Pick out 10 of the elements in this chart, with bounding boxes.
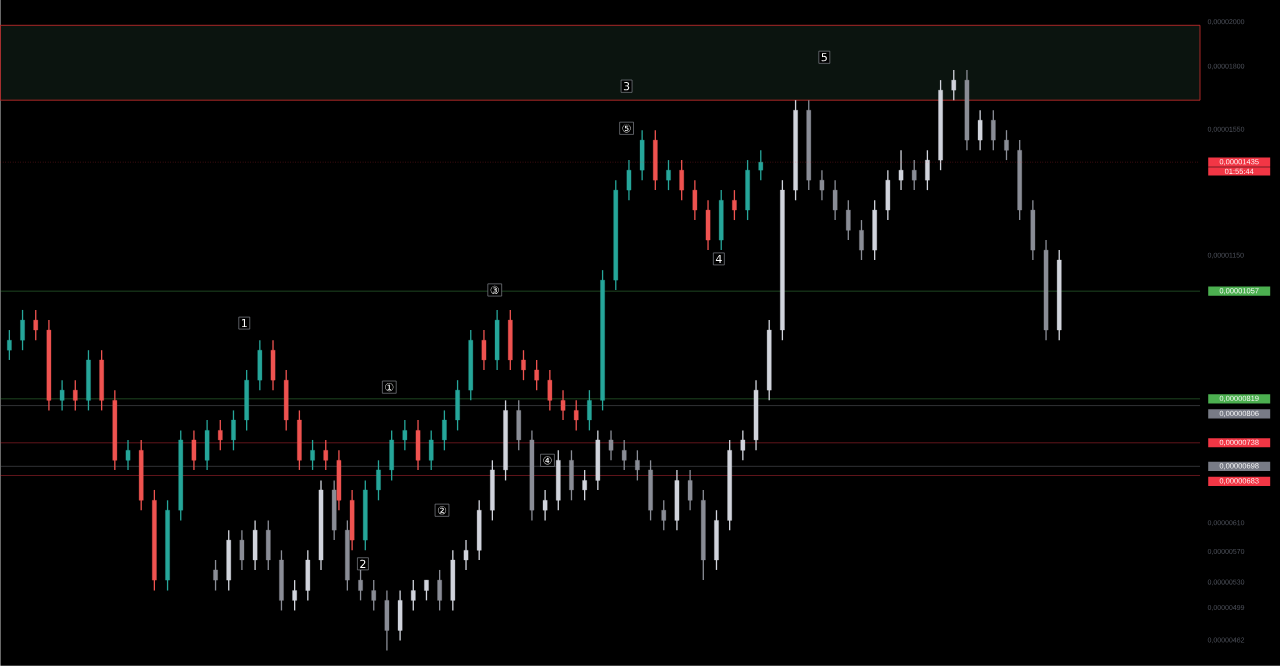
annotation: ② [437,506,447,515]
annotation: ③ [490,285,499,295]
annotation: 4 [715,255,722,264]
annotation: ⑤ [622,124,631,133]
annotation: 1 [241,319,247,328]
annotation: 5 [821,53,827,62]
annotation: 2 [360,559,366,568]
annotation: 3 [623,82,630,91]
annotation: ④ [543,456,552,465]
annotation: ① [385,383,394,392]
